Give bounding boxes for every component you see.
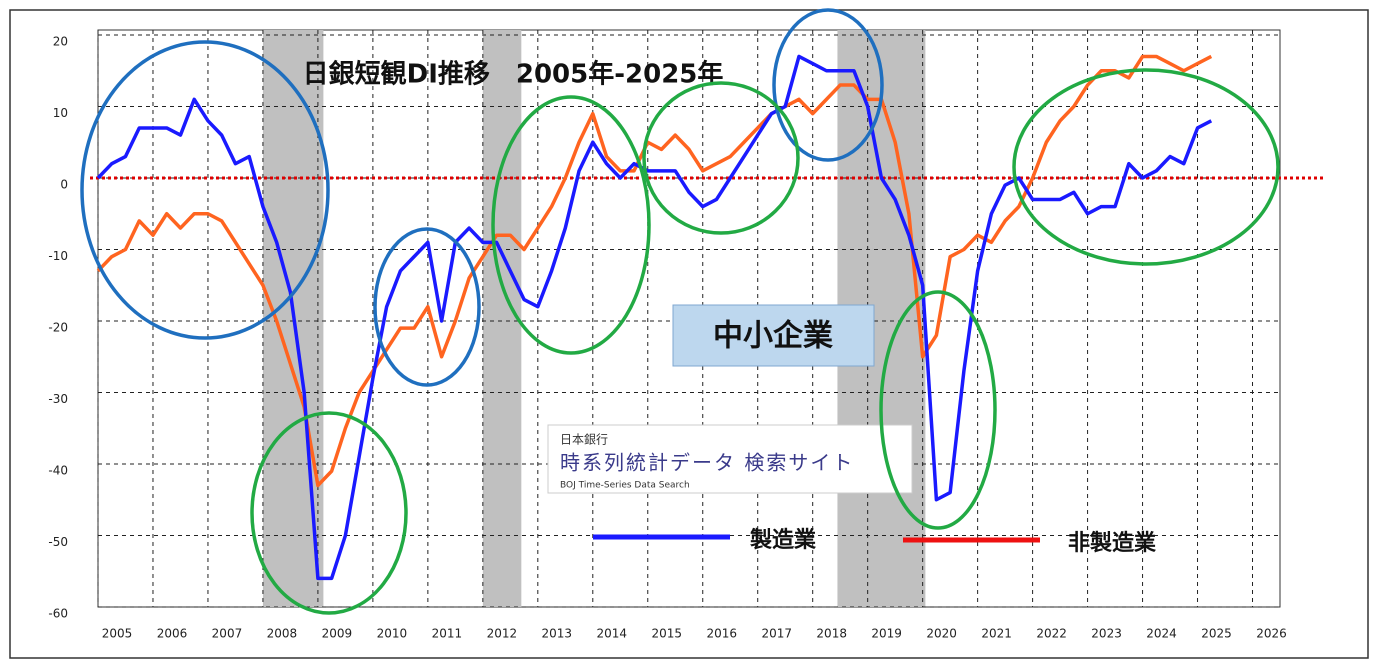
x-tick-label: 2025	[1201, 627, 1232, 641]
x-tick-label: 2023	[1091, 627, 1122, 641]
x-tick-label: 2021	[981, 627, 1012, 641]
series-line	[96, 54, 1213, 581]
ellipse	[1012, 68, 1280, 266]
x-tick-label: 2005	[102, 627, 133, 641]
x-tick-label: 2010	[377, 627, 408, 641]
ellipse	[250, 411, 408, 615]
x-tick-label: 2018	[816, 627, 847, 641]
x-tick-label: 2006	[157, 627, 188, 641]
ellipse	[772, 8, 884, 162]
x-tick-label: 2008	[267, 627, 298, 641]
y-tick-label: 10	[53, 106, 68, 120]
x-tick-label: 2011	[432, 627, 463, 641]
x-tick-label: 2026	[1256, 627, 1287, 641]
series-line	[96, 54, 1213, 488]
x-tick-label: 2019	[871, 627, 902, 641]
x-tick-label: 2024	[1146, 627, 1177, 641]
y-tick-label: -50	[48, 535, 68, 549]
shaded-period	[482, 30, 522, 607]
legend-label: 製造業	[749, 527, 817, 553]
ellipse	[879, 290, 997, 530]
y-tick-label: -20	[48, 321, 68, 335]
x-tick-label: 2012	[487, 627, 518, 641]
ellipse	[80, 40, 330, 340]
ellipse	[642, 81, 800, 235]
y-tick-label: -60	[48, 607, 68, 621]
y-tick-label: -10	[48, 249, 68, 263]
x-tick-label: 2016	[706, 627, 737, 641]
x-tick-label: 2017	[761, 627, 792, 641]
y-tick-label: 20	[53, 35, 68, 49]
ellipse	[373, 227, 481, 387]
y-tick-label: -30	[48, 392, 68, 406]
subtitle-box	[672, 304, 875, 367]
chart-title: 日銀短観DI推移 2005年-2025年	[303, 59, 724, 90]
y-tick-label: 0	[60, 178, 68, 192]
x-tick-label: 2020	[926, 627, 957, 641]
ellipse	[491, 95, 651, 355]
annotations	[80, 8, 1280, 615]
x-tick-label: 2013	[542, 627, 573, 641]
x-tick-label: 2007	[212, 627, 243, 641]
x-tick-label: 2009	[322, 627, 353, 641]
x-tick-label: 2014	[597, 627, 628, 641]
x-tick-label: 2022	[1036, 627, 1067, 641]
watermark-top: 日本銀行	[560, 433, 608, 447]
y-tick-label: -40	[48, 464, 68, 478]
watermark-main: 時系列統計データ 検索サイト	[560, 451, 854, 475]
subtitle: 中小企業	[713, 319, 833, 354]
watermark-bottom: BOJ Time-Series Data Search	[560, 481, 690, 491]
x-tick-label: 2015	[651, 627, 682, 641]
legend-label: 非製造業	[1068, 530, 1157, 556]
watermark-box	[547, 424, 913, 494]
